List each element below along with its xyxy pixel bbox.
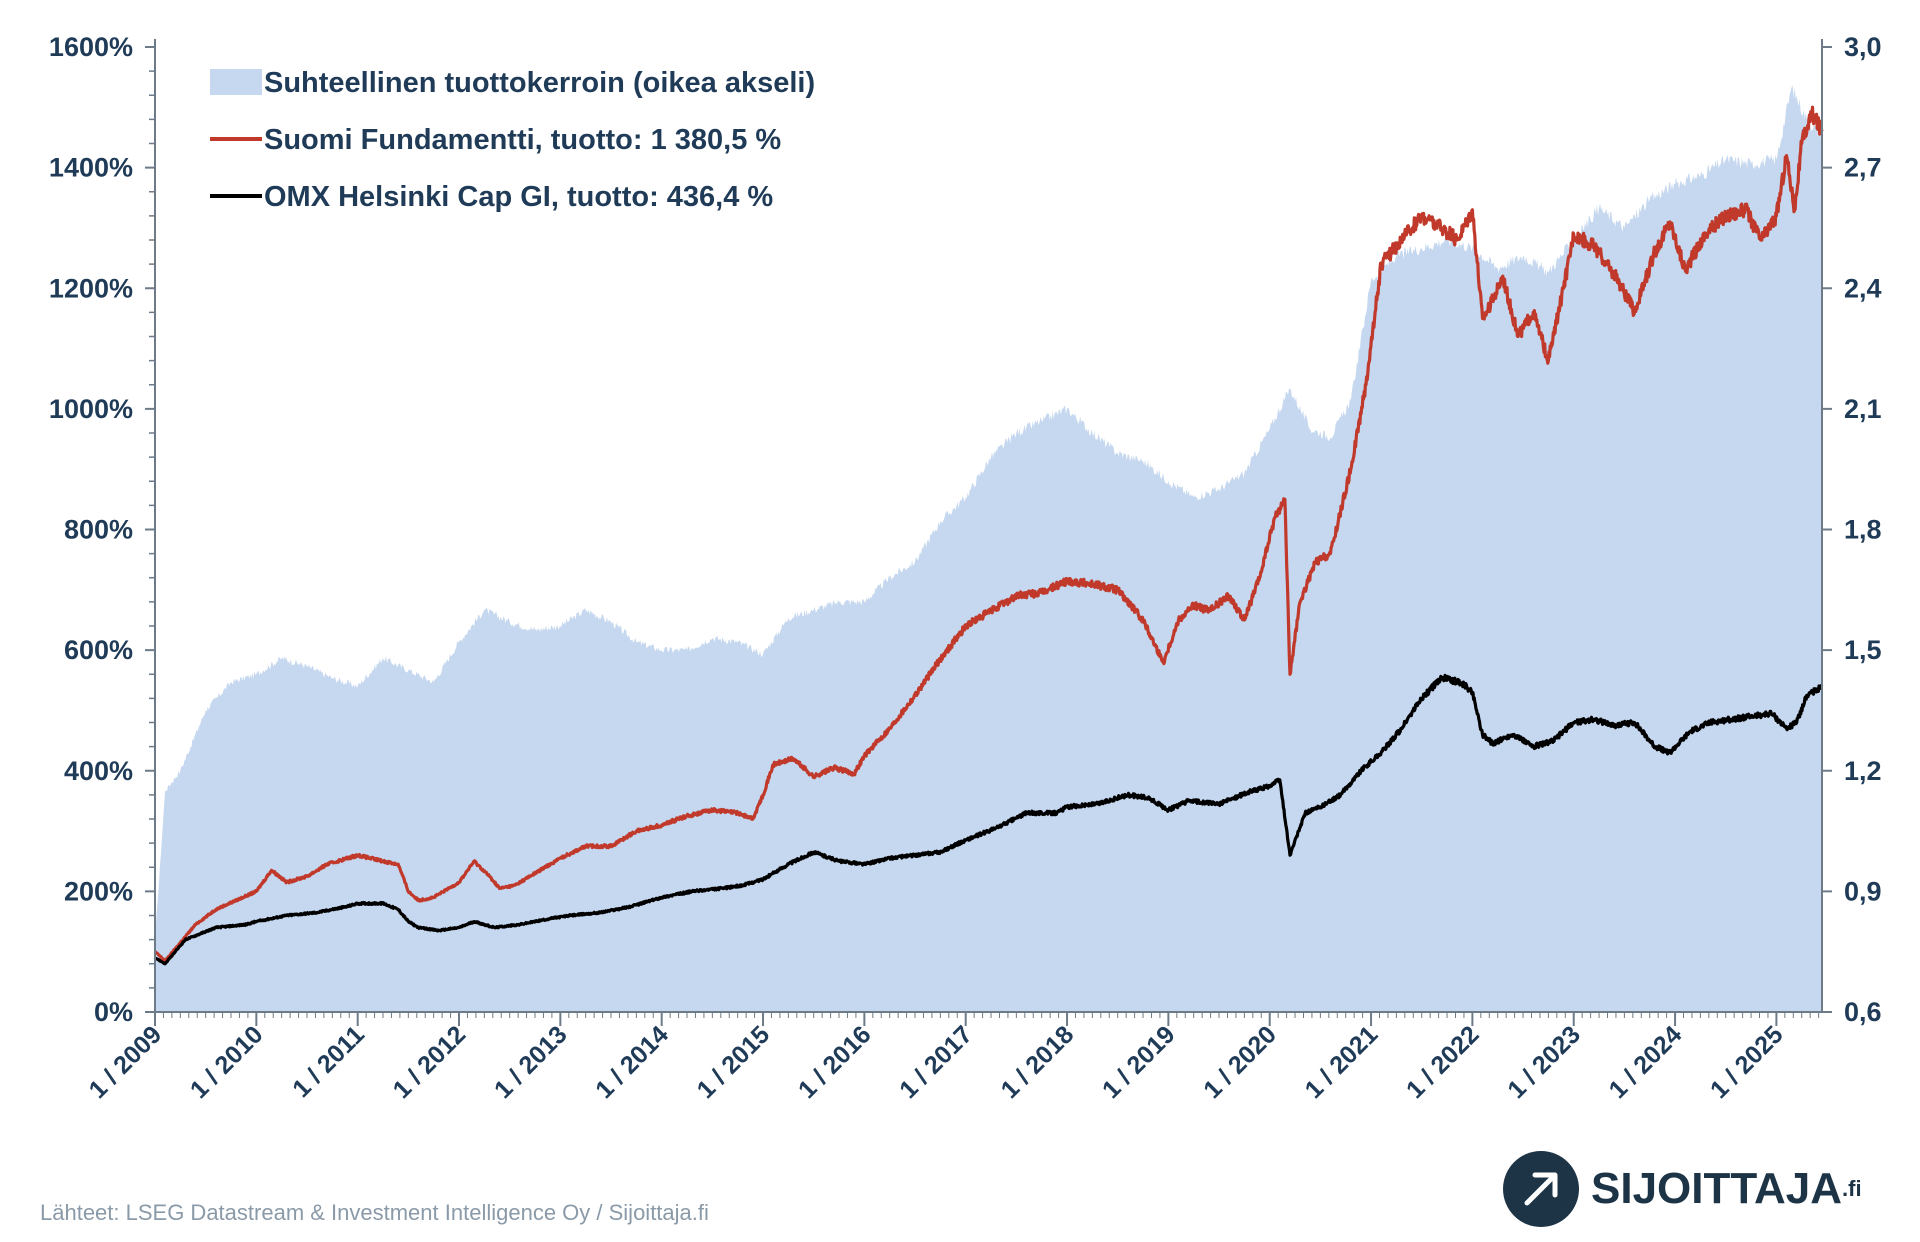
x-tick-label: 1 / 2021 (1300, 1020, 1384, 1104)
legend-label: OMX Helsinki Cap GI, tuotto: 436,4 % (264, 181, 773, 213)
legend: Suhteellinen tuottokerroin (oikea akseli… (210, 67, 815, 213)
x-tick-label: 1 / 2009 (84, 1020, 168, 1104)
left-tick-label: 1600% (49, 32, 133, 62)
x-tick-label: 1 / 2011 (287, 1020, 370, 1103)
legend-swatch-area (210, 69, 262, 95)
x-tick-label: 1 / 2017 (894, 1020, 978, 1104)
right-tick-label: 2,7 (1844, 153, 1882, 183)
x-tick-label: 1 / 2015 (692, 1020, 776, 1104)
right-tick-label: 0,6 (1844, 997, 1882, 1027)
source-note: Lähteet: LSEG Datastream & Investment In… (40, 1200, 709, 1225)
left-tick-label: 1200% (49, 273, 133, 303)
x-tick-label: 1 / 2023 (1502, 1020, 1586, 1104)
x-tick-label: 1 / 2014 (590, 1020, 674, 1104)
x-tick-label: 1 / 2024 (1604, 1020, 1688, 1104)
arrow-up-right-icon (1503, 1151, 1579, 1227)
left-tick-label: 200% (64, 876, 133, 906)
legend-label: Suhteellinen tuottokerroin (oikea akseli… (264, 67, 815, 99)
right-tick-label: 3,0 (1844, 32, 1882, 62)
series-line-suomi-fundamentti (154, 105, 1824, 963)
series-area-relative-return (155, 85, 1822, 1013)
area-series-layer (155, 85, 1822, 1013)
right-tick-label: 2,4 (1844, 273, 1882, 303)
x-tick-label: 1 / 2025 (1705, 1020, 1789, 1104)
x-tick-label: 1 / 2012 (388, 1020, 472, 1104)
x-tick-label: 1 / 2019 (1097, 1020, 1181, 1104)
x-tick-label: 1 / 2016 (793, 1020, 877, 1104)
left-tick-label: 1400% (49, 153, 133, 183)
logo-text: SIJOITTAJA (1591, 1164, 1843, 1213)
x-tick-label: 1 / 2010 (185, 1020, 269, 1104)
right-tick-label: 0,9 (1844, 876, 1882, 906)
right-tick-label: 1,2 (1844, 756, 1882, 786)
right-tick-label: 1,8 (1844, 515, 1882, 545)
right-tick-label: 1,5 (1844, 635, 1882, 665)
series-line-omx-helsinki (153, 673, 1824, 966)
x-tick-label: 1 / 2013 (489, 1020, 573, 1104)
line-series-layer (153, 105, 1824, 966)
logo-suffix: .fi (1842, 1176, 1862, 1201)
left-tick-label: 400% (64, 756, 133, 786)
x-tick-label: 1 / 2020 (1198, 1020, 1282, 1104)
left-tick-label: 1000% (49, 394, 133, 424)
x-tick-label: 1 / 2018 (996, 1020, 1080, 1104)
sijoittaja-logo[interactable]: SIJOITTAJA .fi (1503, 1151, 1862, 1227)
left-tick-label: 600% (64, 635, 133, 665)
left-tick-label: 0% (94, 997, 133, 1027)
right-tick-label: 2,1 (1844, 394, 1882, 424)
legend-label: Suomi Fundamentti, tuotto: 1 380,5 % (264, 124, 781, 156)
x-tick-label: 1 / 2022 (1401, 1020, 1485, 1104)
left-tick-label: 800% (64, 515, 133, 545)
